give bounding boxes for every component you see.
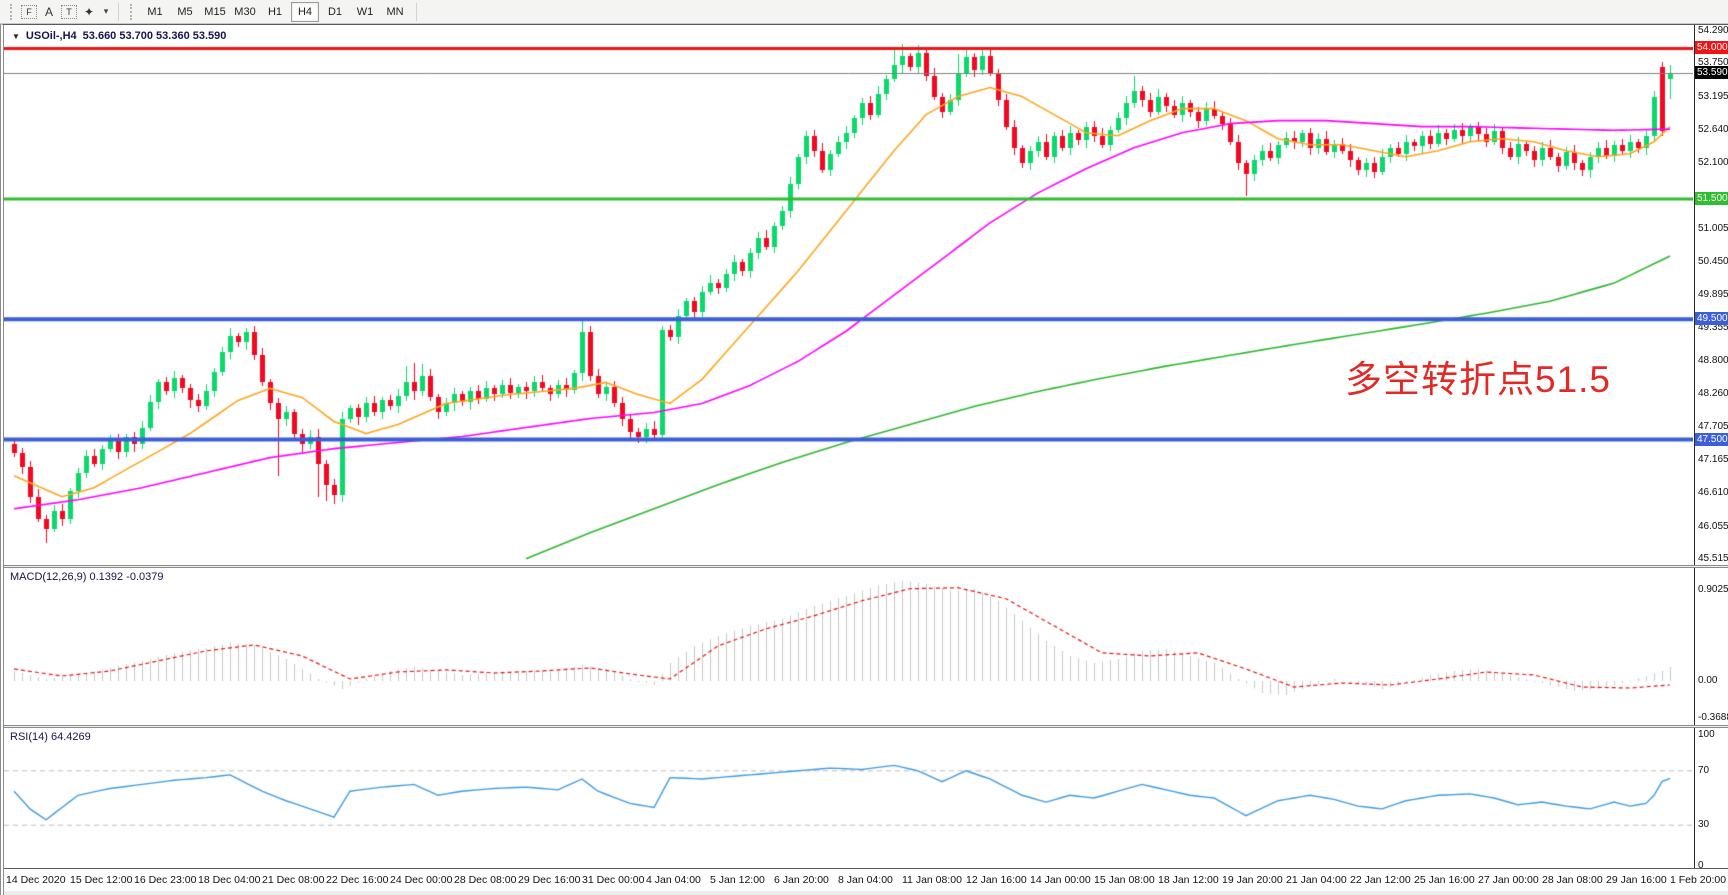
time-label: 21 Dec 08:00 bbox=[262, 874, 325, 886]
time-label: 4 Jan 04:00 bbox=[646, 874, 701, 886]
time-label: 8 Jan 04:00 bbox=[838, 874, 893, 886]
price-tick-label: 46.610 bbox=[1698, 487, 1728, 499]
time-label: 19 Jan 20:00 bbox=[1222, 874, 1283, 886]
chart-title: ▼ USOil-,H4 53.660 53.700 53.360 53.590 bbox=[12, 30, 226, 42]
macd-tick-label: -0.3688 bbox=[1698, 711, 1728, 723]
price-axis[interactable]: 54.290 53.750 53.195 52.640 52.100 51.005 50.4… bbox=[1694, 25, 1728, 565]
chart-ohlc-label: 53.660 53.700 53.360 53.590 bbox=[82, 30, 227, 42]
main-chart-canvas[interactable] bbox=[4, 25, 1693, 565]
time-label: 5 Jan 12:00 bbox=[710, 874, 765, 886]
price-tick-label: 49.895 bbox=[1698, 289, 1728, 301]
price-line-badge: 54.000 bbox=[1695, 41, 1728, 55]
toolbar-grip[interactable] bbox=[130, 3, 135, 20]
price-line-badge: 49.500 bbox=[1695, 312, 1728, 326]
time-label: 11 Jan 08:00 bbox=[902, 874, 962, 886]
toolbar-separator bbox=[118, 2, 119, 21]
time-label: 12 Jan 16:00 bbox=[966, 874, 1027, 886]
chart-shift-icon[interactable]: F bbox=[21, 4, 37, 19]
price-tick-label: 45.515 bbox=[1698, 553, 1728, 564]
toolbar: F A T ✦ ▾ M1 M5 M15 M30 H1 H4 D1 W1 MN bbox=[0, 0, 1728, 24]
price-tick-label: 54.290 bbox=[1698, 25, 1728, 36]
time-label: 25 Jan 16:00 bbox=[1414, 874, 1475, 886]
price-tick-label: 52.100 bbox=[1698, 156, 1728, 168]
timeframe-button-m30[interactable]: M30 bbox=[231, 2, 259, 22]
rsi-tick-label: 100 bbox=[1698, 729, 1715, 740]
chart-symbol-label: USOil-,H4 bbox=[25, 30, 77, 42]
rsi-tick-label: 30 bbox=[1698, 819, 1710, 831]
timeframe-button-w1[interactable]: W1 bbox=[351, 2, 379, 22]
rsi-axis[interactable]: 100 70 30 0 bbox=[1694, 728, 1728, 871]
rsi-tick-label: 0 bbox=[1698, 860, 1704, 871]
timeframe-button-m15[interactable]: M15 bbox=[201, 2, 229, 22]
price-line-badge: 53.590 bbox=[1695, 66, 1728, 80]
time-axis[interactable]: 14 Dec 2020 15 Dec 12:00 16 Dec 23:00 18 De… bbox=[4, 868, 1728, 891]
price-tick-label: 47.705 bbox=[1698, 421, 1728, 433]
price-tick-label: 47.165 bbox=[1698, 453, 1728, 465]
toolbar-separator bbox=[416, 2, 417, 21]
price-tick-label: 52.640 bbox=[1698, 124, 1728, 136]
timeframe-button-m1[interactable]: M1 bbox=[141, 2, 169, 22]
time-label: 22 Jan 12:00 bbox=[1350, 874, 1411, 886]
dropdown-caret-icon[interactable]: ▾ bbox=[103, 6, 109, 16]
time-label: 16 Dec 23:00 bbox=[134, 874, 197, 886]
time-label: 15 Jan 08:00 bbox=[1094, 874, 1155, 886]
time-label: 22 Dec 16:00 bbox=[326, 874, 389, 886]
macd-axis[interactable]: 0.9025 0.00 -0.3688 bbox=[1694, 568, 1728, 725]
time-label: 24 Dec 00:00 bbox=[390, 874, 453, 886]
status-strip bbox=[4, 891, 1728, 895]
price-tick-label: 53.750 bbox=[1698, 57, 1728, 69]
time-label: 29 Dec 16:00 bbox=[518, 874, 581, 886]
price-tick-label: 46.055 bbox=[1698, 520, 1728, 532]
time-label: 14 Jan 00:00 bbox=[1030, 874, 1091, 886]
timeframe-button-mn[interactable]: MN bbox=[381, 2, 409, 22]
time-label: 21 Jan 04:00 bbox=[1286, 874, 1347, 886]
timeframe-button-h4[interactable]: H4 bbox=[291, 1, 319, 22]
chart-annotation-text: 多空转折点51.5 bbox=[1345, 359, 1612, 400]
price-line-badge: 47.500 bbox=[1695, 432, 1728, 446]
rsi-canvas[interactable] bbox=[4, 728, 1693, 868]
time-label: 29 Jan 16:00 bbox=[1606, 874, 1667, 886]
time-label: 14 Dec 2020 bbox=[6, 874, 66, 886]
time-label: 28 Jan 08:00 bbox=[1542, 874, 1603, 886]
price-tick-label: 53.195 bbox=[1698, 90, 1728, 102]
price-tick-label: 51.005 bbox=[1698, 222, 1728, 234]
collapse-triangle-icon[interactable]: ▼ bbox=[12, 31, 20, 41]
main-chart-panel: ▼ USOil-,H4 53.660 53.700 53.360 53.590 … bbox=[4, 25, 1728, 565]
macd-indicator-label: MACD(12,26,9) 0.1392 -0.0379 bbox=[10, 571, 164, 583]
time-label: 15 Dec 12:00 bbox=[70, 874, 133, 886]
chart-window: ▼ USOil-,H4 53.660 53.700 53.360 53.590 … bbox=[0, 24, 1728, 895]
panel-splitter[interactable] bbox=[4, 565, 1728, 568]
time-label: 27 Jan 00:00 bbox=[1478, 874, 1539, 886]
rsi-tick-label: 70 bbox=[1698, 764, 1710, 776]
rsi-indicator-label: RSI(14) 64.4269 bbox=[10, 731, 91, 743]
macd-tick-label: 0.9025 bbox=[1698, 584, 1728, 596]
timeframe-button-d1[interactable]: D1 bbox=[321, 2, 349, 22]
price-tick-label: 49.355 bbox=[1698, 321, 1728, 333]
panel-splitter[interactable] bbox=[4, 725, 1728, 728]
styles-icon[interactable]: ✦ bbox=[83, 4, 95, 19]
macd-canvas[interactable] bbox=[4, 568, 1693, 725]
rsi-panel: RSI(14) 64.4269 100 70 30 0 bbox=[4, 728, 1728, 871]
macd-tick-label: 0.00 bbox=[1698, 675, 1718, 686]
price-line-badge: 51.500 bbox=[1695, 191, 1728, 205]
time-label: 18 Dec 04:00 bbox=[198, 874, 261, 886]
time-label: 6 Jan 20:00 bbox=[774, 874, 829, 886]
timeframe-button-h1[interactable]: H1 bbox=[261, 2, 289, 22]
time-label: 1 Feb 20:00 bbox=[1670, 874, 1727, 886]
time-label: 31 Dec 00:00 bbox=[582, 874, 645, 886]
macd-panel: MACD(12,26,9) 0.1392 -0.0379 0.9025 0.00 -… bbox=[4, 568, 1728, 725]
price-tick-label: 48.800 bbox=[1698, 355, 1728, 367]
toolbar-grip[interactable] bbox=[10, 3, 15, 20]
text-tool-icon[interactable]: T bbox=[61, 4, 77, 19]
font-label-icon[interactable]: A bbox=[44, 4, 53, 19]
time-label: 18 Jan 12:00 bbox=[1158, 874, 1219, 886]
timeframe-button-m5[interactable]: M5 bbox=[171, 2, 199, 22]
price-tick-label: 48.260 bbox=[1698, 387, 1728, 399]
time-label: 28 Dec 08:00 bbox=[454, 874, 517, 886]
price-tick-label: 50.450 bbox=[1698, 256, 1728, 268]
